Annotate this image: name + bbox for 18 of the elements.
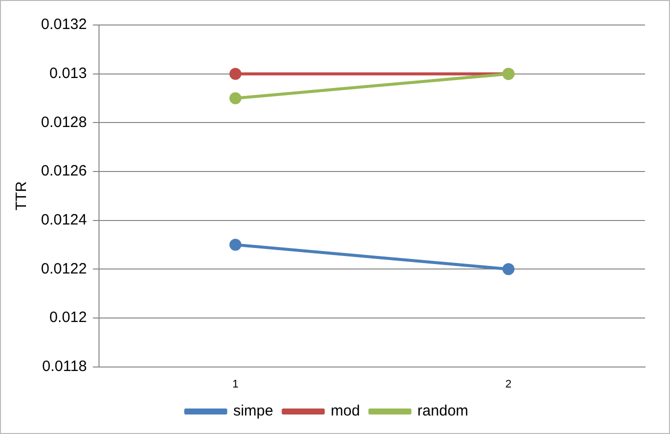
point <box>229 92 242 104</box>
y-tick-label: 0.0126 <box>40 162 87 180</box>
y-tick-label: 0.0118 <box>42 358 87 375</box>
point <box>229 238 242 251</box>
y-tick-label: 0.0132 <box>40 16 87 34</box>
x-tick-label: 1 <box>232 378 238 390</box>
y-tick-label: 0.0122 <box>40 260 87 278</box>
legend-label: random <box>417 402 468 420</box>
y-tick-label: 0.013 <box>49 64 87 82</box>
y-axis-title: TTR <box>13 181 30 210</box>
y-tick-label: 0.0124 <box>40 211 87 228</box>
x-tick-label: 2 <box>505 378 512 390</box>
y-tick-label: 0.0128 <box>40 114 87 131</box>
legend-label: simpe <box>233 402 274 420</box>
y-tick-label: 0.012 <box>49 309 87 326</box>
point <box>229 68 242 80</box>
legend-label: mod <box>330 402 360 420</box>
point <box>502 263 514 276</box>
